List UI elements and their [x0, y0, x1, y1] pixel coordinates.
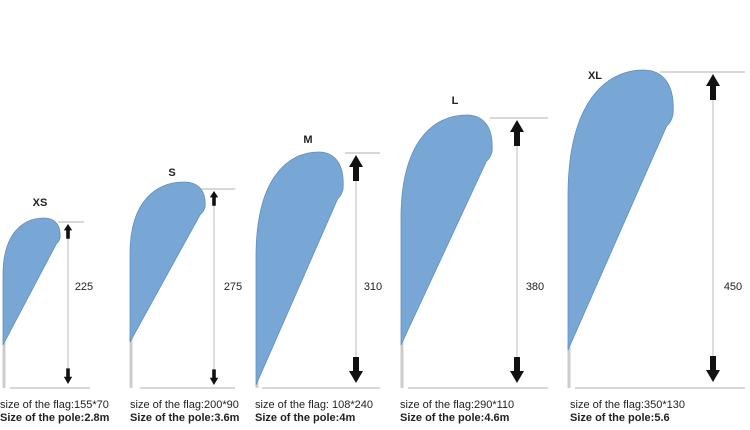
flag-size: size of the flag:155*70	[0, 399, 109, 411]
height-value: 225	[75, 281, 93, 293]
arrow-head-down	[706, 356, 720, 382]
flag-size: size of the flag: 108*240	[255, 399, 373, 411]
arrow-head-down	[209, 369, 219, 385]
arrow-head-down	[349, 357, 363, 383]
arrow-head-up	[209, 191, 219, 206]
size-label: M	[303, 134, 312, 146]
size-label: XS	[33, 197, 48, 209]
pole-size: Size of the pole:3.6m	[130, 412, 240, 424]
height-value: 275	[224, 281, 242, 293]
size-label: L	[452, 95, 459, 107]
pole-size: Size of the pole:4.6m	[400, 412, 510, 424]
height-value: 450	[724, 281, 742, 293]
flag	[567, 69, 674, 351]
flag-size: size of the flag:350*130	[570, 399, 685, 411]
pole-size: Size of the pole:5.6	[570, 412, 670, 424]
arrow-head-up	[63, 224, 73, 239]
arrow-head-down	[510, 357, 524, 383]
arrow-head-up	[349, 155, 363, 181]
size-label: XL	[588, 70, 602, 82]
flag	[129, 181, 206, 343]
flag	[2, 217, 61, 346]
pole-size: Size of the pole:2.8m	[0, 412, 110, 424]
height-value: 310	[364, 281, 382, 293]
flag-size: size of the flag:200*90	[130, 399, 239, 411]
flag	[255, 151, 344, 386]
arrow-head-down	[63, 368, 73, 384]
size-label: S	[168, 167, 175, 179]
pole-size: Size of the pole:4m	[255, 412, 355, 424]
arrow-head-up	[706, 74, 720, 100]
arrow-head-up	[510, 120, 524, 146]
flag	[400, 114, 493, 346]
height-value: 380	[526, 281, 544, 293]
flag-size: size of the flag:290*110	[400, 399, 514, 411]
